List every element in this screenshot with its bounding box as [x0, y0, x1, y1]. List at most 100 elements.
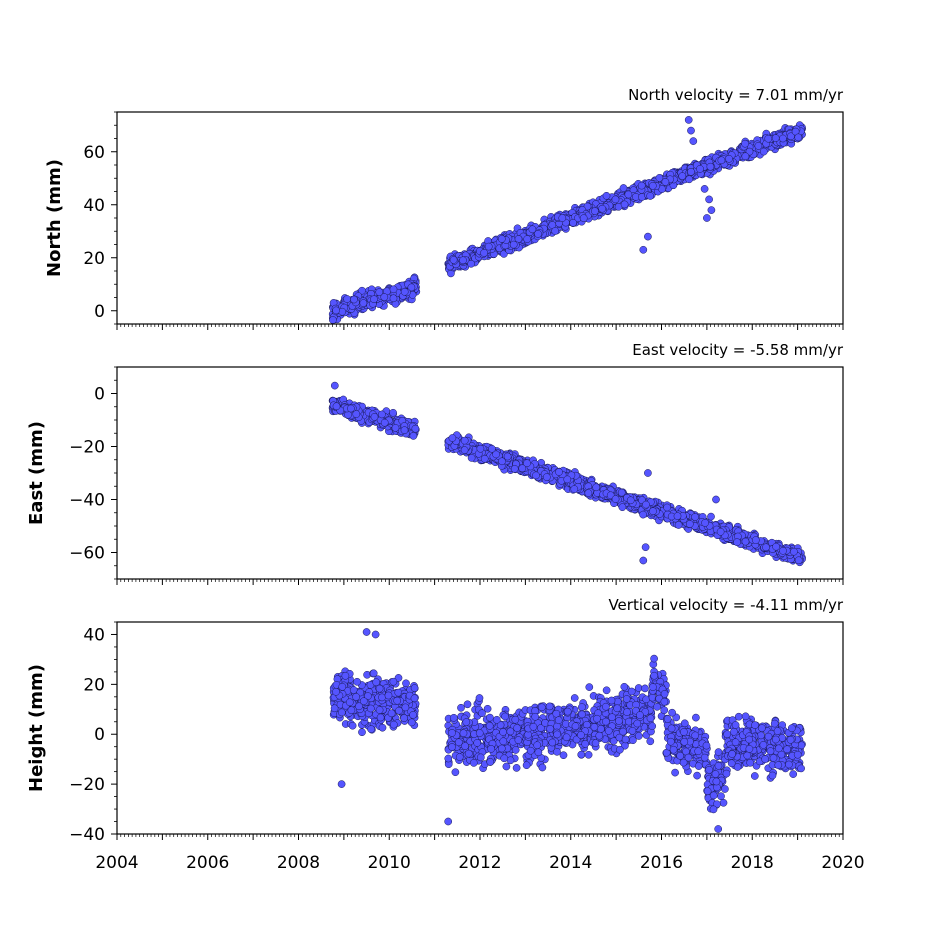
data-point: [391, 424, 400, 432]
data-point: [486, 713, 494, 722]
data-point: [570, 694, 579, 702]
east-velocity-title: East velocity = -5.58 mm/yr: [632, 341, 844, 359]
data-point: [707, 512, 715, 521]
data-point: [500, 754, 509, 763]
y-tick-label: 60: [83, 143, 105, 163]
data-point: [485, 722, 494, 730]
data-point: [402, 679, 410, 688]
data-point: [370, 413, 379, 421]
data-point: [558, 214, 567, 222]
north-data-points: [328, 116, 806, 324]
data-point: [779, 546, 787, 555]
data-point: [352, 693, 360, 701]
east-x-ticks: [116, 579, 844, 585]
data-point: [410, 694, 419, 703]
data-point: [349, 686, 358, 694]
data-point: [400, 426, 409, 435]
height-y-axis-label: Height (mm): [26, 664, 47, 792]
data-point: [407, 718, 416, 727]
data-point: [467, 259, 475, 268]
data-point: [717, 156, 726, 165]
y-tick-label: −40: [69, 491, 105, 511]
data-point: [358, 286, 366, 295]
outlier-point: [705, 195, 713, 204]
vertical-velocity-title: Vertical velocity = -4.11 mm/yr: [608, 596, 843, 614]
data-point: [716, 527, 725, 536]
data-point: [459, 729, 468, 738]
data-point: [511, 746, 520, 754]
data-point: [555, 468, 563, 476]
data-point: [764, 134, 773, 143]
height-data-points: [329, 628, 806, 833]
data-point: [350, 295, 358, 304]
data-point: [389, 294, 398, 303]
y-tick-label: 20: [83, 249, 105, 269]
data-point: [620, 200, 629, 209]
data-point: [473, 739, 482, 747]
data-point: [461, 742, 469, 750]
data-point: [512, 764, 521, 772]
data-point: [534, 230, 542, 238]
data-point: [685, 175, 694, 184]
data-point: [513, 724, 521, 732]
data-point: [389, 720, 398, 729]
data-point: [642, 500, 650, 509]
data-point: [794, 133, 803, 142]
data-point: [570, 485, 579, 493]
data-point: [378, 723, 387, 732]
data-point: [352, 410, 361, 418]
data-point: [663, 503, 671, 512]
data-point: [389, 285, 398, 294]
outlier-point: [700, 185, 709, 193]
data-point: [497, 235, 506, 243]
data-point: [794, 556, 803, 565]
data-point: [611, 195, 620, 204]
east-y-ticks: 0−20−40−60: [69, 366, 117, 580]
data-point: [444, 754, 453, 763]
north-velocity-title: North velocity = 7.01 mm/yr: [628, 86, 844, 104]
outlier-point: [641, 543, 650, 552]
data-point: [451, 768, 460, 777]
data-point: [347, 404, 355, 413]
data-point: [389, 408, 397, 417]
data-point: [741, 537, 750, 546]
data-point: [506, 727, 515, 736]
data-point: [542, 473, 551, 481]
data-point: [375, 288, 384, 296]
data-point: [401, 703, 410, 712]
data-point: [584, 489, 593, 497]
data-point: [367, 725, 375, 733]
data-point: [624, 190, 633, 199]
data-point: [563, 475, 572, 484]
data-point: [492, 450, 500, 459]
outlier-point: [644, 469, 652, 477]
north-x-ticks: [116, 324, 844, 330]
data-point: [759, 147, 768, 156]
data-point: [685, 520, 694, 528]
data-point: [332, 687, 340, 696]
data-point: [372, 678, 381, 687]
data-point: [646, 192, 655, 200]
data-point: [454, 738, 463, 747]
data-point: [591, 207, 599, 215]
data-point: [696, 165, 704, 173]
data-point: [380, 293, 389, 301]
data-point: [480, 454, 489, 463]
data-point: [476, 753, 485, 762]
data-point: [457, 703, 465, 712]
data-point: [409, 711, 417, 719]
data-point: [449, 713, 458, 722]
data-point: [551, 227, 560, 235]
data-point: [779, 134, 787, 143]
y-tick-label: 0: [94, 302, 105, 322]
data-point: [497, 744, 506, 753]
data-point: [411, 424, 420, 433]
data-point: [387, 709, 396, 718]
outlier-point: [684, 116, 693, 124]
data-point: [369, 669, 378, 678]
data-point: [511, 715, 520, 724]
data-point: [751, 536, 760, 544]
data-point: [598, 204, 607, 213]
y-tick-label: −60: [69, 544, 105, 564]
